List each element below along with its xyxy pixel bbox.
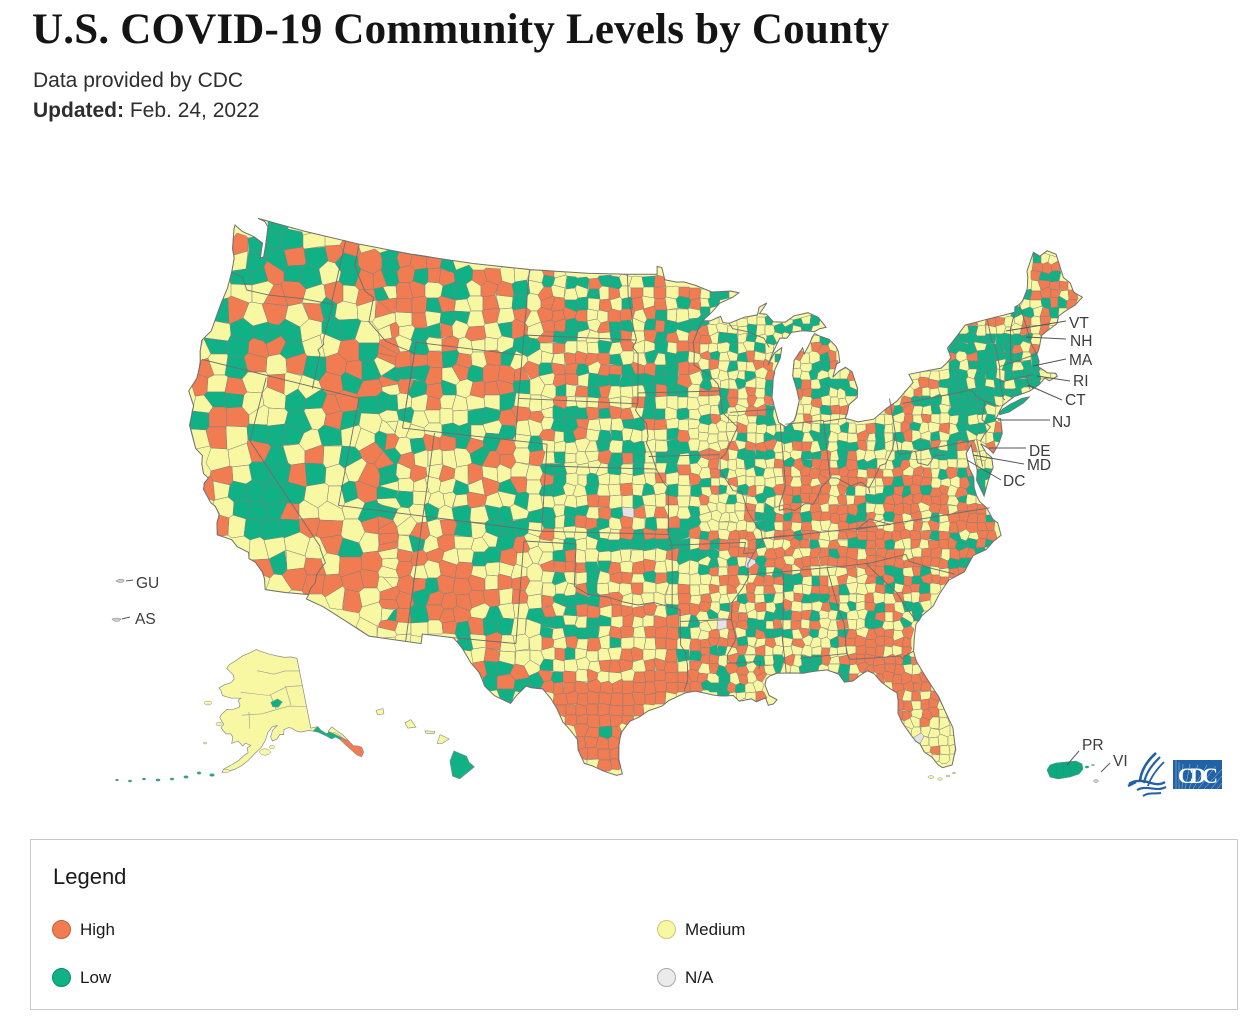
- svg-text:GU: GU: [136, 575, 159, 592]
- svg-text:MA: MA: [1069, 352, 1093, 369]
- svg-text:NJ: NJ: [1052, 414, 1071, 431]
- svg-text:RI: RI: [1073, 373, 1089, 390]
- svg-text:DC: DC: [1003, 473, 1025, 490]
- svg-text:MD: MD: [1027, 457, 1051, 474]
- svg-text:CDC: CDC: [1178, 763, 1218, 788]
- svg-text:PR: PR: [1082, 737, 1104, 754]
- svg-text:VI: VI: [1113, 753, 1128, 770]
- svg-text:AS: AS: [135, 611, 156, 628]
- svg-text:NH: NH: [1070, 333, 1092, 350]
- svg-text:DE: DE: [1029, 443, 1051, 460]
- svg-text:CT: CT: [1065, 392, 1086, 409]
- svg-text:VT: VT: [1069, 315, 1089, 332]
